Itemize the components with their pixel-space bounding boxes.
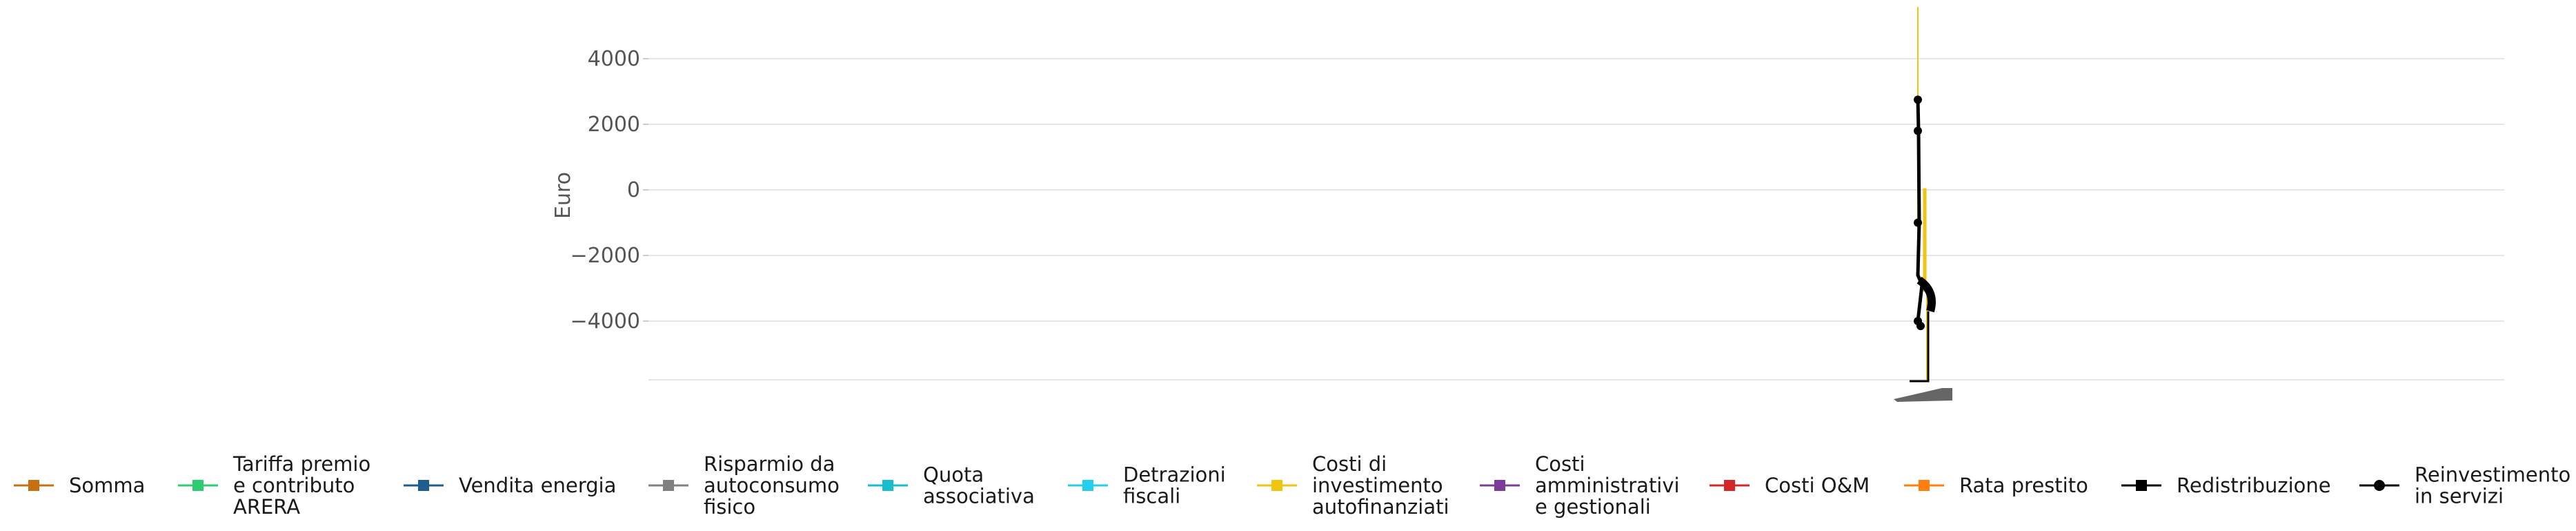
legend-label: Costi O&M — [1765, 474, 1870, 497]
legend-marker — [2136, 480, 2147, 491]
y-tick-label: −2000 — [571, 244, 640, 268]
legend-label: fiscali — [1123, 485, 1180, 508]
redistribuzione-step — [1910, 311, 1930, 383]
y-tick-label: 0 — [627, 178, 640, 202]
x-tick-labels — [1894, 388, 1952, 402]
legend-label: Costi di — [1312, 452, 1387, 476]
grid-lines — [648, 58, 2504, 380]
legend-marker — [1494, 480, 1505, 491]
chart-marks — [1894, 7, 1952, 402]
legend-label: e gestionali — [1535, 495, 1651, 519]
legend-label: Costi — [1535, 452, 1585, 476]
legend-marker — [1082, 480, 1093, 491]
legend-marker — [1919, 480, 1930, 491]
legend-marker — [192, 480, 204, 491]
reinvestimento-point — [1914, 218, 1922, 227]
redistribuzione-band — [1916, 276, 1936, 313]
legend-label: amministrativi — [1535, 474, 1680, 497]
legend-label: autofinanziati — [1312, 495, 1449, 519]
legend-marker — [1271, 480, 1282, 491]
reinvestimento-point — [1914, 126, 1922, 135]
legend-marker — [2374, 480, 2385, 491]
legend-label: autoconsumo — [704, 474, 840, 497]
legend-item: Somma — [14, 474, 145, 497]
legend-item: Redistribuzione — [2121, 474, 2331, 497]
legend-label: Quota — [923, 463, 984, 487]
y-tick-label: −4000 — [571, 309, 640, 334]
legend-item: Costi O&M — [1710, 474, 1870, 497]
legend-label: in servizi — [2415, 485, 2504, 508]
y-axis-label: Euro — [551, 172, 575, 219]
legend-label: investimento — [1312, 474, 1443, 497]
y-tick-label: 2000 — [588, 113, 640, 137]
legend-label: Tariffa premio — [232, 452, 370, 476]
legend-marker — [882, 480, 893, 491]
legend-marker — [418, 480, 429, 491]
legend-marker — [663, 480, 674, 491]
legend-label: Redistribuzione — [2177, 474, 2331, 497]
reinvestimento-point — [1914, 95, 1922, 104]
legend-label: Detrazioni — [1123, 463, 1226, 487]
reinvestimento-point — [1916, 322, 1925, 331]
legend-marker — [1724, 480, 1735, 491]
legend-label: Somma — [69, 474, 145, 497]
legend-label: associativa — [923, 485, 1035, 508]
y-axis: 4000 2000 0 −2000 −4000 — [571, 47, 648, 334]
legend-label: ARERA — [233, 495, 300, 519]
legend-item: Rata prestito — [1904, 474, 2088, 497]
legend-label: Risparmio da — [704, 452, 835, 476]
legend-label: Rata prestito — [1959, 474, 2088, 497]
legend-label: e contributo — [233, 474, 355, 497]
legend-label: Vendita energia — [459, 474, 616, 497]
legend-label: fisico — [704, 495, 755, 519]
legend-label: Reinvestimento — [2415, 463, 2570, 487]
y-tick-label: 4000 — [588, 47, 640, 71]
legend-item: Vendita energia — [404, 474, 616, 497]
legend-marker — [28, 480, 39, 491]
